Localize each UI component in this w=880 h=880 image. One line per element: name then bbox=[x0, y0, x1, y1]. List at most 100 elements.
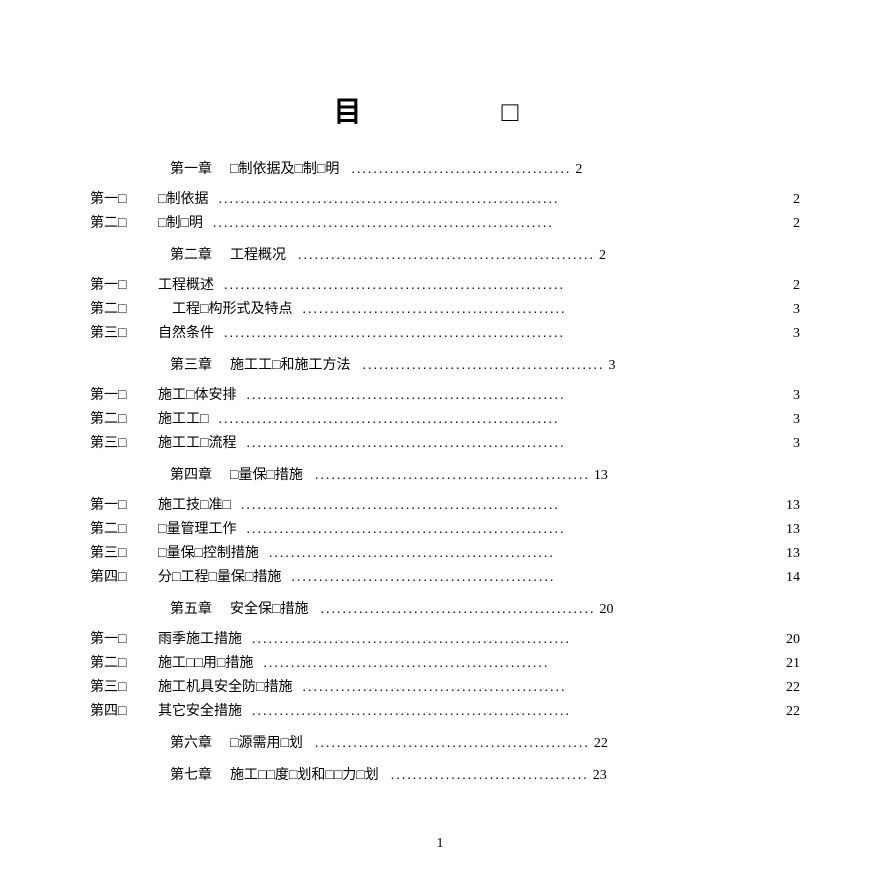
toc-leader-dots: ........................................… bbox=[218, 192, 559, 208]
toc-section-page: 2 bbox=[766, 192, 800, 208]
toc-section-row: 第一□ 施工□体安排...............................… bbox=[90, 384, 820, 404]
toc-section-title: 其它安全措施 bbox=[158, 700, 242, 720]
toc-section-page: 3 bbox=[766, 388, 800, 404]
toc-chapter-page: 22 bbox=[594, 736, 608, 752]
document-page: 目 □ 第一章□制依据及□制□明........................… bbox=[0, 0, 880, 880]
toc-section-row: 第三□ 施工机具安全防□措施...........................… bbox=[90, 676, 820, 696]
toc-chapter-page: 13 bbox=[594, 468, 608, 484]
toc-chapter-page: 2 bbox=[599, 248, 606, 264]
toc-section-row: 第二□ 施工□□用□措施.............................… bbox=[90, 652, 820, 672]
toc-chapter-title: □制依据及□制□明 bbox=[230, 158, 339, 178]
toc-section-page: 20 bbox=[766, 632, 800, 648]
toc-section-label: 第二□ bbox=[90, 408, 148, 428]
toc-section-row: 第一□ 雨季施工措施...............................… bbox=[90, 628, 820, 648]
toc-section-page: 3 bbox=[766, 302, 800, 318]
toc-section-title: 施工□体安排 bbox=[158, 384, 236, 404]
toc-section-title: □量管理工作 bbox=[158, 518, 236, 538]
toc-leader-dots: ........................................… bbox=[320, 602, 595, 618]
toc-leader-dots: ........................................… bbox=[213, 216, 554, 232]
toc-section-label: 第二□ bbox=[90, 518, 148, 538]
toc-section-page: 22 bbox=[766, 680, 800, 696]
toc-chapter-row: 第二章工程概况.................................… bbox=[170, 244, 820, 264]
toc-chapter-page: 20 bbox=[599, 602, 613, 618]
toc-leader-dots: ........................................ bbox=[351, 162, 571, 178]
toc-section-label: 第一□ bbox=[90, 628, 148, 648]
toc-chapter-label: 第七章 bbox=[170, 764, 212, 784]
toc-section-label: 第一□ bbox=[90, 494, 148, 514]
toc-section-row: 第二□ □量管理工作...............................… bbox=[90, 518, 820, 538]
toc-leader-dots: ........................................… bbox=[315, 468, 590, 484]
toc-section-row: 第二□□制□明.................................… bbox=[90, 212, 820, 232]
toc-section-title: 雨季施工措施 bbox=[158, 628, 242, 648]
toc-chapter-title: 工程概况 bbox=[230, 244, 286, 264]
toc-section-label: 第二□ bbox=[90, 212, 148, 232]
toc-section-page: 22 bbox=[766, 704, 800, 720]
toc-leader-dots: ........................................… bbox=[241, 498, 560, 514]
toc-section-label: 第三□ bbox=[90, 542, 148, 562]
toc-section-row: 第一□ 工程概述.................................… bbox=[90, 274, 820, 294]
toc-section-label: 第二□ bbox=[90, 298, 148, 318]
toc-section-row: 第三□自然条件.................................… bbox=[90, 322, 820, 342]
toc-section-title: 施工□□用□措施 bbox=[158, 652, 253, 672]
toc-leader-dots: ........................................… bbox=[252, 704, 571, 720]
toc-chapter-row: 第三章施工工□和施工方法............................… bbox=[170, 354, 820, 374]
toc-leader-dots: ........................................… bbox=[246, 388, 565, 404]
toc-section-row: 第一□ 施工技□准□...............................… bbox=[90, 494, 820, 514]
toc-section-title: 施工机具安全防□措施 bbox=[158, 676, 292, 696]
toc-chapter-row: 第六章 □源需用□划...............................… bbox=[170, 732, 820, 752]
toc-leader-dots: ........................................… bbox=[263, 656, 549, 672]
toc-section-label: 第四□ bbox=[90, 566, 148, 586]
table-of-contents: 第一章 □制依据及□制□明............................… bbox=[60, 158, 820, 784]
toc-chapter-title: 施工工□和施工方法 bbox=[230, 354, 350, 374]
toc-section-page: 21 bbox=[766, 656, 800, 672]
toc-leader-dots: .................................... bbox=[391, 768, 589, 784]
toc-chapter-label: 第一章 bbox=[170, 158, 212, 178]
toc-section-title: 施工工□ bbox=[158, 408, 208, 428]
toc-chapter-title: □源需用□划 bbox=[230, 732, 303, 752]
toc-leader-dots: ........................................… bbox=[224, 278, 565, 294]
toc-section-label: 第三□ bbox=[90, 322, 148, 342]
toc-chapter-title: 施工□□度□划和□□力□划 bbox=[230, 764, 379, 784]
toc-leader-dots: ........................................… bbox=[246, 522, 565, 538]
toc-section-page: 3 bbox=[766, 412, 800, 428]
toc-section-title: 工程□构形式及特点 bbox=[158, 298, 292, 318]
toc-section-title: 施工工□流程 bbox=[158, 432, 236, 452]
toc-chapter-label: 第四章 bbox=[170, 464, 212, 484]
toc-section-row: 第二□ 施工工□.................................… bbox=[90, 408, 820, 428]
toc-chapter-row: 第一章 □制依据及□制□明............................… bbox=[170, 158, 820, 178]
toc-section-page: 13 bbox=[766, 522, 800, 538]
toc-section-label: 第一□ bbox=[90, 384, 148, 404]
toc-chapter-label: 第三章 bbox=[170, 354, 212, 374]
toc-chapter-page: 3 bbox=[608, 358, 615, 374]
toc-section-row: 第四□其它安全措施...............................… bbox=[90, 700, 820, 720]
toc-section-page: 13 bbox=[766, 546, 800, 562]
toc-section-title: 施工技□准□ bbox=[158, 494, 231, 514]
toc-section-title: 分□工程□量保□措施 bbox=[158, 566, 281, 586]
toc-leader-dots: ........................................… bbox=[269, 546, 555, 562]
toc-section-page: 2 bbox=[766, 278, 800, 294]
toc-leader-dots: ........................................… bbox=[291, 570, 555, 586]
toc-chapter-label: 第五章 bbox=[170, 598, 212, 618]
toc-section-title: 自然条件 bbox=[158, 322, 214, 342]
toc-section-page: 3 bbox=[766, 326, 800, 342]
toc-section-label: 第三□ bbox=[90, 676, 148, 696]
toc-chapter-row: 第四章 □量保□措施...............................… bbox=[170, 464, 820, 484]
toc-section-row: 第四□ 分□工程□量保□措施...........................… bbox=[90, 566, 820, 586]
toc-chapter-label: 第六章 bbox=[170, 732, 212, 752]
toc-section-title: □量保□控制措施 bbox=[158, 542, 259, 562]
toc-leader-dots: ........................................… bbox=[218, 412, 559, 428]
toc-section-label: 第二□ bbox=[90, 652, 148, 672]
toc-section-title: 工程概述 bbox=[158, 274, 214, 294]
toc-leader-dots: ........................................… bbox=[252, 632, 571, 648]
toc-section-row: 第二□ 工程□构形式及特点...........................… bbox=[90, 298, 820, 318]
toc-section-label: 第一□ bbox=[90, 188, 148, 208]
page-number: 1 bbox=[0, 836, 880, 852]
toc-leader-dots: ........................................… bbox=[362, 358, 604, 374]
toc-leader-dots: ........................................… bbox=[315, 736, 590, 752]
toc-chapter-page: 23 bbox=[593, 768, 607, 784]
toc-section-label: 第一□ bbox=[90, 274, 148, 294]
toc-chapter-page: 2 bbox=[575, 162, 582, 178]
toc-section-title: □制依据 bbox=[158, 188, 208, 208]
toc-leader-dots: ........................................… bbox=[302, 680, 566, 696]
toc-chapter-title: □量保□措施 bbox=[230, 464, 303, 484]
